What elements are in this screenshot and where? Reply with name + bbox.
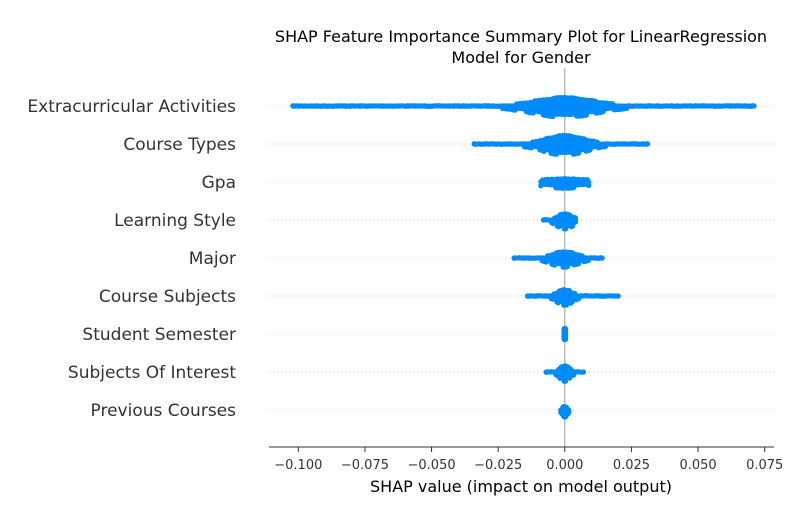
shap-point — [572, 215, 579, 221]
shap-point-outlier — [615, 293, 621, 299]
shap-point-outlier — [599, 255, 605, 261]
shap-point-outlier — [716, 103, 722, 109]
points-layer — [290, 94, 757, 420]
shap-point-outlier — [591, 293, 597, 299]
feature-label: Course Types — [123, 135, 236, 155]
feature-label: Major — [189, 249, 236, 269]
shap-point-outlier — [290, 103, 296, 109]
shap-point-outlier — [732, 103, 738, 109]
shap-point-outlier — [492, 141, 499, 147]
x-tick-label: −0.050 — [408, 458, 456, 473]
shap-point-outlier — [476, 141, 483, 147]
shap-point-outlier — [367, 103, 373, 109]
shap-point-outlier — [396, 103, 403, 109]
chart-title-line-1: SHAP Feature Importance Summary Plot for… — [275, 27, 767, 46]
x-tick-label: 0.000 — [546, 458, 583, 473]
shap-point — [586, 182, 592, 189]
feature-label: Gpa — [202, 173, 236, 193]
x-tick-label: 0.025 — [613, 458, 650, 473]
x-tick-label: −0.075 — [341, 458, 389, 473]
shap-point — [563, 326, 569, 332]
shap-point-outlier — [295, 103, 301, 109]
shap-point-outlier — [543, 369, 549, 375]
shap-point-outlier — [511, 141, 517, 147]
shap-point-outlier — [751, 103, 757, 109]
shap-point-outlier — [471, 141, 477, 147]
shap-point-outlier — [380, 103, 387, 109]
feature-label: Previous Courses — [91, 401, 237, 421]
shap-point-outlier — [644, 141, 651, 147]
shap-point-outlier — [412, 103, 419, 109]
shap-point-outlier — [540, 217, 547, 223]
shap-point-outlier — [740, 103, 746, 109]
shap-point-outlier — [623, 141, 629, 147]
shap-point-outlier — [631, 141, 637, 147]
x-tick-label: 0.050 — [679, 458, 716, 473]
feature-label: Extracurricular Activities — [27, 97, 236, 117]
shap-point-outlier — [386, 103, 392, 109]
x-tick-label: −0.025 — [474, 458, 522, 473]
shap-point — [563, 336, 569, 342]
x-axis-label: SHAP value (impact on model output) — [370, 477, 672, 496]
shap-point — [566, 409, 572, 416]
shap-point-outlier — [343, 103, 349, 109]
shap-point — [572, 219, 579, 225]
feature-label: Subjects Of Interest — [68, 363, 236, 383]
shap-point-outlier — [524, 293, 531, 299]
x-axis-ticks: −0.100 −0.075 −0.050 −0.025 0.000 0.025 0.050 0… — [274, 447, 783, 473]
shap-point-outlier — [418, 103, 424, 109]
feature-label: Learning Style — [114, 211, 236, 231]
feature-label: Course Subjects — [99, 287, 236, 307]
shap-point-outlier — [511, 255, 517, 261]
chart-title-line-2: Model for Gender — [451, 48, 591, 67]
x-tick-label: 0.075 — [746, 458, 783, 473]
feature-labels: Extracurricular Activities Course Types Gp… — [27, 97, 236, 421]
feature-label: Student Semester — [82, 325, 236, 345]
shap-point-outlier — [580, 369, 587, 375]
shap-point-outlier — [727, 103, 733, 109]
x-tick-label: −0.100 — [274, 458, 322, 473]
